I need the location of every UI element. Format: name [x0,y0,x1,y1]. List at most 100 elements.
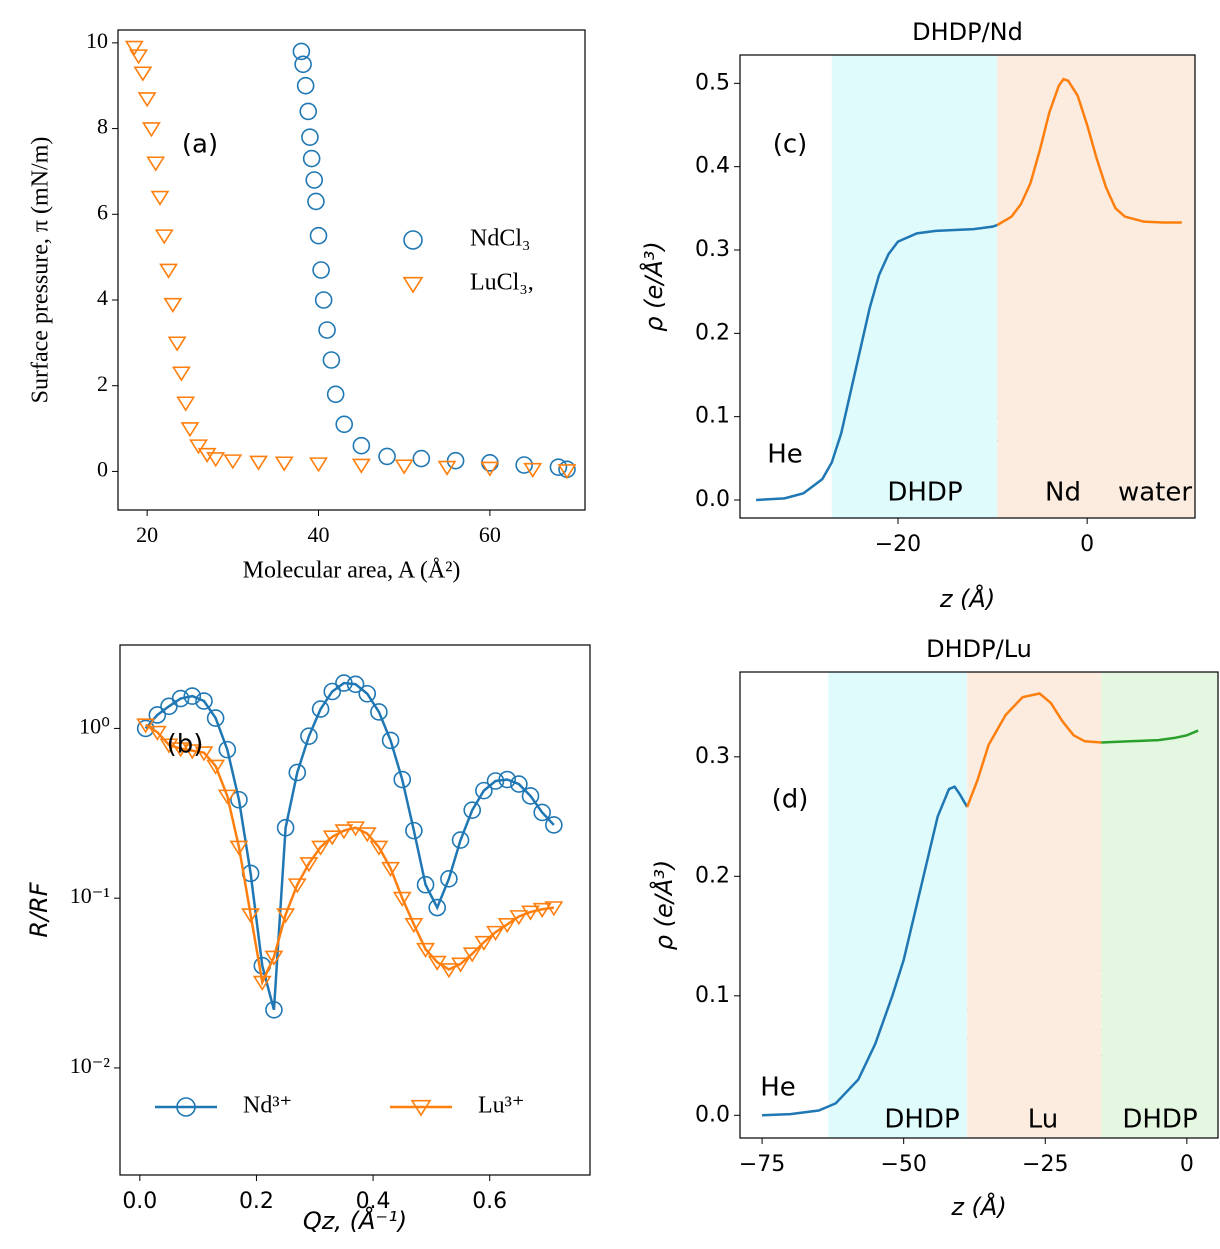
marker [206,759,226,775]
marker [136,718,156,734]
x-tick-label: 0.2 [239,1189,274,1214]
plot-frame [739,671,1219,1139]
x-tick-label: 0 [1080,532,1094,557]
marker [521,787,540,805]
annotation: water [1118,478,1192,508]
y-axis-label: R/RF [25,881,53,937]
y-tick-label: 0 [97,456,108,481]
marker [159,263,178,279]
legend-label: LuCl₃, [470,270,534,296]
marker [265,1000,283,1019]
marker [249,455,268,471]
marker [124,40,144,56]
marker [335,415,354,434]
y-tick-label: 10⁻² [70,1053,111,1078]
marker [532,902,552,918]
marker [405,821,423,840]
plot-frame [739,54,1196,519]
marker [462,947,482,963]
line [144,723,555,987]
marker [230,790,248,809]
marker [394,459,414,475]
marker [370,703,388,721]
marker [378,447,396,466]
marker [427,955,447,971]
marker [163,297,183,313]
marker [217,789,237,805]
marker [305,171,324,189]
marker [154,229,174,245]
y-axis-label: ρ (e/Å³) [639,241,668,331]
plot-frame [117,29,586,511]
marker [171,689,190,708]
x-tick-label: 0.4 [356,1189,391,1214]
marker [545,816,563,834]
marker [129,49,149,65]
marker [147,725,167,741]
marker [381,861,401,877]
marker [521,905,540,921]
y-tick-label: 10⁰ [79,713,110,738]
marker [351,458,371,474]
x-tick-label: 40 [308,522,330,547]
marker [296,76,315,95]
line [996,77,1182,227]
region [1101,672,1218,1138]
y-tick-label: 0.4 [695,154,730,179]
marker [440,870,458,888]
marker [544,901,564,917]
marker [322,351,341,369]
marker [206,452,226,468]
annotation: DHDP [1122,1105,1197,1135]
annotation: Lu [1028,1105,1059,1135]
annotation: DHDP [884,1105,959,1135]
y-tick-label: 10⁻¹ [70,883,110,908]
legend-label: Lu³⁺ [478,1093,525,1119]
y-tick-label: 0.0 [695,1102,730,1127]
marker [183,687,202,705]
marker [523,462,543,478]
y-tick-label: 0.1 [695,983,730,1008]
annotation: (b) [167,730,204,760]
y-tick-label: 0.5 [695,70,730,95]
marker [498,770,516,789]
y-tick-label: 0.3 [695,237,730,262]
y-tick-label: 4 [97,285,108,310]
marker [393,770,412,789]
marker [392,891,412,907]
marker [404,918,424,934]
marker [180,422,200,438]
plot-frame [119,644,591,1176]
marker [276,818,295,837]
marker [299,857,319,873]
legend-marker [403,230,423,250]
marker [141,122,161,138]
marker [206,709,225,727]
y-tick-label: 10 [86,28,108,53]
x-axis-label: z (Å) [939,584,995,613]
marker [326,385,345,404]
marker [510,775,528,793]
marker [322,830,342,846]
annotation: (d) [772,785,809,815]
marker [352,436,371,455]
marker [480,461,500,477]
x-axis-label: z (Å) [950,1192,1006,1221]
marker [416,875,435,894]
marker [369,840,389,856]
marker [299,102,318,121]
marker [357,827,377,843]
marker [182,744,202,760]
line [756,223,998,502]
y-tick-label: 0.2 [695,320,730,345]
marker [439,963,459,979]
marker [229,840,249,856]
line [965,692,1102,808]
marker [323,682,342,701]
y-tick-label: 8 [97,114,108,139]
marker [276,908,296,924]
marker [451,831,470,849]
legend-label: NdCl₃ [470,226,530,252]
x-tick-label: −25 [1022,1152,1068,1177]
